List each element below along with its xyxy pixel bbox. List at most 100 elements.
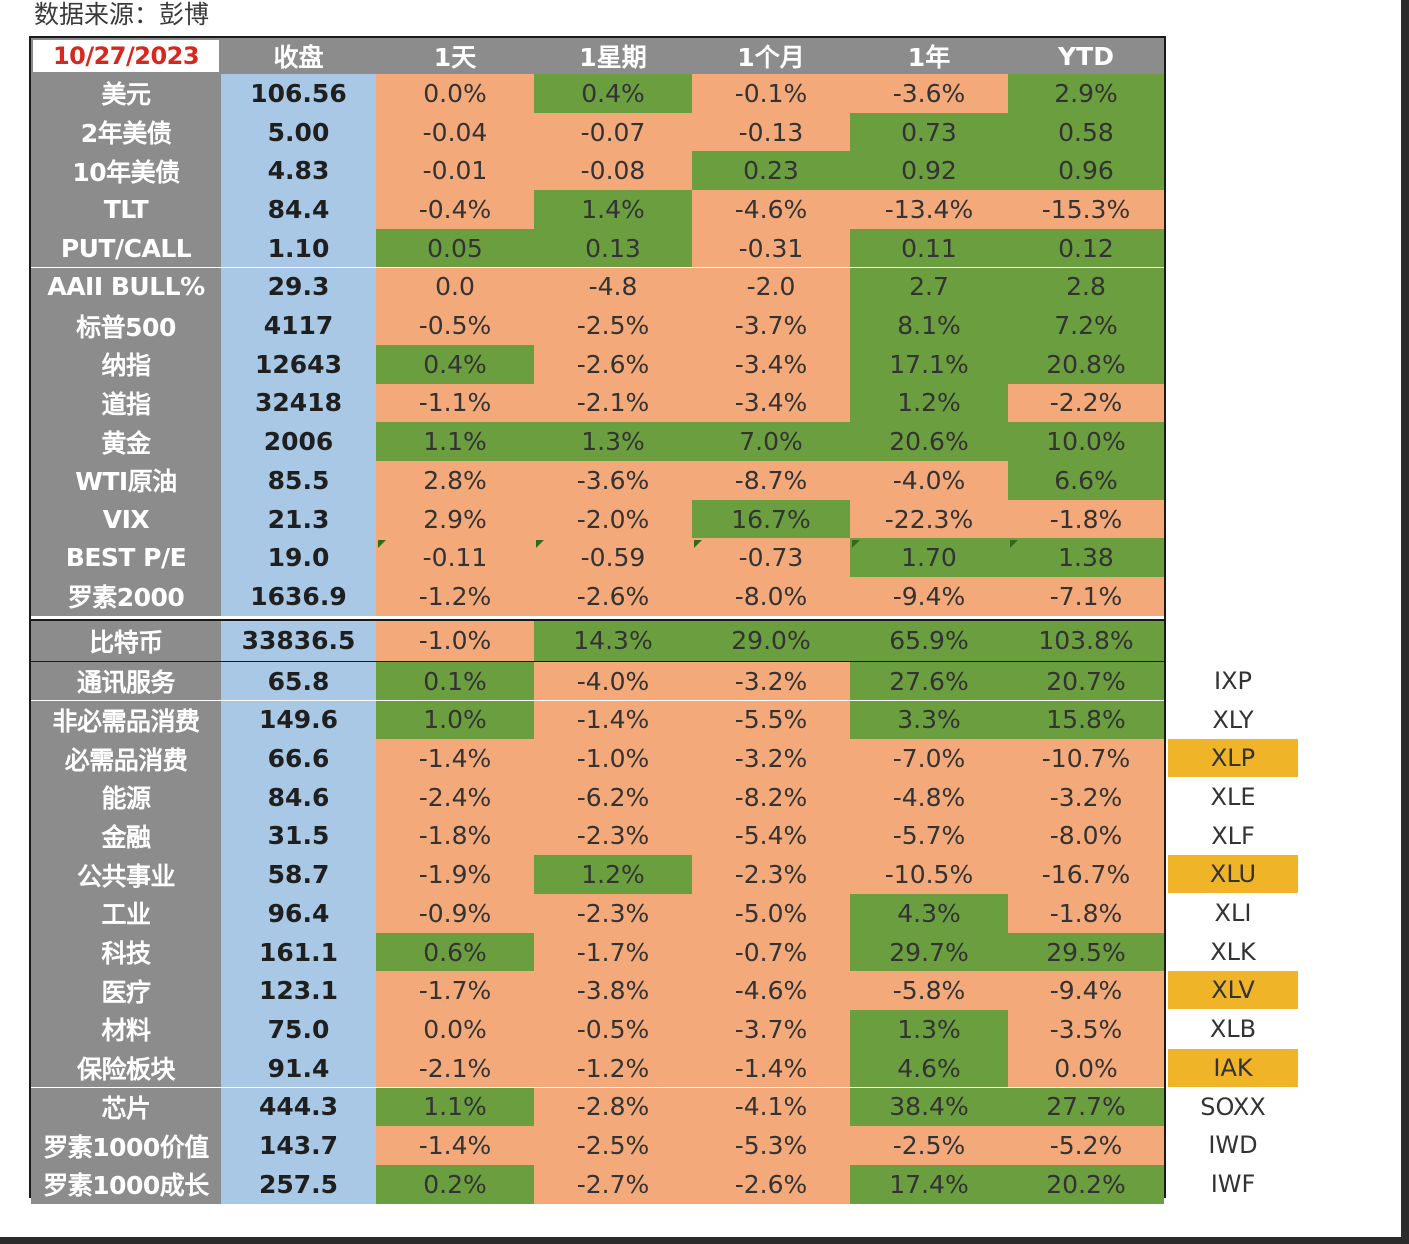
row-label[interactable]: 罗素2000 bbox=[31, 577, 221, 616]
change-cell-1d[interactable]: 0.0 bbox=[376, 267, 534, 307]
row-label[interactable]: 10年美债 bbox=[31, 151, 221, 191]
close-cell[interactable]: 257.5 bbox=[221, 1164, 376, 1204]
close-cell[interactable]: 96.4 bbox=[221, 894, 376, 933]
change-cell-1w[interactable]: -2.8% bbox=[534, 1087, 692, 1127]
etf-ticker[interactable]: XLK bbox=[1210, 937, 1256, 966]
row-label[interactable]: 工业 bbox=[31, 894, 221, 933]
change-cell-ytd[interactable]: 20.7% bbox=[1008, 661, 1164, 701]
row-label[interactable]: 美元 bbox=[31, 74, 221, 113]
change-cell-1w[interactable]: 14.3% bbox=[534, 620, 692, 661]
header-1d[interactable]: 1天 bbox=[376, 38, 534, 74]
change-cell-1d[interactable]: -1.8% bbox=[376, 816, 534, 856]
close-cell[interactable]: 91.4 bbox=[221, 1048, 376, 1088]
change-cell-1m[interactable]: -3.2% bbox=[692, 661, 850, 701]
close-cell[interactable]: 161.1 bbox=[221, 932, 376, 972]
change-cell-1d[interactable]: 0.0% bbox=[376, 74, 534, 113]
change-cell-1m[interactable]: -5.5% bbox=[692, 700, 850, 740]
change-cell-ytd[interactable]: -1.8% bbox=[1008, 499, 1164, 539]
change-cell-1m[interactable]: -8.0% bbox=[692, 577, 850, 616]
change-cell-1y[interactable]: -2.5% bbox=[850, 1126, 1008, 1165]
change-cell-1d[interactable]: 0.05 bbox=[376, 228, 534, 268]
change-cell-ytd[interactable]: -9.4% bbox=[1008, 971, 1164, 1011]
change-cell-1y[interactable]: 27.6% bbox=[850, 661, 1008, 701]
etf-ticker[interactable]: XLP bbox=[1168, 739, 1298, 778]
change-cell-1d[interactable]: -1.9% bbox=[376, 855, 534, 894]
close-cell[interactable]: 2006 bbox=[221, 422, 376, 461]
change-cell-1w[interactable]: -2.6% bbox=[534, 577, 692, 616]
row-label[interactable]: 黄金 bbox=[31, 422, 221, 461]
change-cell-1w[interactable]: -2.3% bbox=[534, 816, 692, 856]
change-cell-1m[interactable]: -3.4% bbox=[692, 383, 850, 423]
close-cell[interactable]: 1636.9 bbox=[221, 577, 376, 616]
row-label[interactable]: AAII BULL% bbox=[31, 267, 221, 307]
change-cell-ytd[interactable]: 27.7% bbox=[1008, 1087, 1164, 1127]
change-cell-ytd[interactable]: 2.8 bbox=[1008, 267, 1164, 307]
etf-ticker[interactable]: XLY bbox=[1212, 705, 1254, 734]
change-cell-1w[interactable]: 1.4% bbox=[534, 190, 692, 229]
close-cell[interactable]: 66.6 bbox=[221, 739, 376, 778]
change-cell-1y[interactable]: 29.7% bbox=[850, 932, 1008, 972]
etf-ticker[interactable]: IWF bbox=[1210, 1169, 1256, 1198]
row-label[interactable]: 标普500 bbox=[31, 306, 221, 345]
change-cell-1w[interactable]: 1.3% bbox=[534, 422, 692, 461]
etf-ticker[interactable]: XLU bbox=[1168, 855, 1298, 894]
change-cell-1w[interactable]: -2.3% bbox=[534, 894, 692, 933]
change-cell-1w[interactable]: -2.5% bbox=[534, 1126, 692, 1165]
change-cell-ytd[interactable]: 0.12 bbox=[1008, 228, 1164, 268]
change-cell-1w[interactable]: -2.6% bbox=[534, 344, 692, 384]
change-cell-1m[interactable]: 16.7% bbox=[692, 499, 850, 539]
change-cell-1d[interactable]: 2.9% bbox=[376, 499, 534, 539]
change-cell-ytd[interactable]: 29.5% bbox=[1008, 932, 1164, 972]
change-cell-1w[interactable]: -0.07 bbox=[534, 112, 692, 152]
close-cell[interactable]: 143.7 bbox=[221, 1126, 376, 1165]
change-cell-1m[interactable]: 0.23 bbox=[692, 151, 850, 191]
etf-ticker[interactable]: XLI bbox=[1214, 899, 1252, 927]
change-cell-1m[interactable]: -0.13 bbox=[692, 112, 850, 152]
etf-ticker[interactable]: XLF bbox=[1211, 821, 1255, 850]
change-cell-1d[interactable]: -1.2% bbox=[376, 577, 534, 616]
change-cell-1w[interactable]: -4.0% bbox=[534, 661, 692, 701]
change-cell-1w[interactable]: 0.13 bbox=[534, 228, 692, 268]
change-cell-ytd[interactable]: 6.6% bbox=[1008, 461, 1164, 500]
change-cell-1m[interactable]: -2.6% bbox=[692, 1164, 850, 1204]
change-cell-ytd[interactable]: 15.8% bbox=[1008, 700, 1164, 740]
change-cell-1m[interactable]: -0.73 bbox=[692, 538, 850, 578]
change-cell-1w[interactable]: -6.2% bbox=[534, 777, 692, 817]
row-label[interactable]: 医疗 bbox=[31, 971, 221, 1011]
close-cell[interactable]: 75.0 bbox=[221, 1010, 376, 1049]
change-cell-1y[interactable]: 0.73 bbox=[850, 112, 1008, 152]
change-cell-ytd[interactable]: 0.58 bbox=[1008, 112, 1164, 152]
change-cell-1w[interactable]: -2.1% bbox=[534, 383, 692, 423]
close-cell[interactable]: 29.3 bbox=[221, 267, 376, 307]
change-cell-1m[interactable]: -5.3% bbox=[692, 1126, 850, 1165]
change-cell-1y[interactable]: 20.6% bbox=[850, 422, 1008, 461]
close-cell[interactable]: 12643 bbox=[221, 344, 376, 384]
header-close[interactable]: 收盘 bbox=[221, 38, 376, 74]
change-cell-ytd[interactable]: -16.7% bbox=[1008, 855, 1164, 894]
change-cell-1m[interactable]: -4.6% bbox=[692, 190, 850, 229]
change-cell-1y[interactable]: 4.3% bbox=[850, 894, 1008, 933]
change-cell-1w[interactable]: -1.7% bbox=[534, 932, 692, 972]
row-label[interactable]: 道指 bbox=[31, 383, 221, 423]
change-cell-1y[interactable]: 2.7 bbox=[850, 267, 1008, 307]
change-cell-ytd[interactable]: 20.8% bbox=[1008, 344, 1164, 384]
close-cell[interactable]: 106.56 bbox=[221, 74, 376, 113]
change-cell-1m[interactable]: 7.0% bbox=[692, 422, 850, 461]
etf-ticker[interactable]: IWD bbox=[1208, 1131, 1258, 1160]
change-cell-1w[interactable]: -0.59 bbox=[534, 538, 692, 578]
change-cell-1y[interactable]: 1.2% bbox=[850, 383, 1008, 423]
change-cell-1m[interactable]: -3.4% bbox=[692, 344, 850, 384]
change-cell-1y[interactable]: 0.11 bbox=[850, 228, 1008, 268]
change-cell-1d[interactable]: -0.4% bbox=[376, 190, 534, 229]
change-cell-1d[interactable]: -0.11 bbox=[376, 538, 534, 578]
close-cell[interactable]: 149.6 bbox=[221, 700, 376, 740]
row-label[interactable]: 比特币 bbox=[31, 620, 221, 661]
change-cell-ytd[interactable]: 1.38 bbox=[1008, 538, 1164, 578]
row-label[interactable]: VIX bbox=[31, 499, 221, 539]
row-label[interactable]: 金融 bbox=[31, 816, 221, 856]
change-cell-ytd[interactable]: 0.0% bbox=[1008, 1048, 1164, 1088]
change-cell-1m[interactable]: -5.4% bbox=[692, 816, 850, 856]
row-label[interactable]: WTI原油 bbox=[31, 461, 221, 500]
change-cell-ytd[interactable]: 7.2% bbox=[1008, 306, 1164, 345]
etf-ticker[interactable]: XLB bbox=[1209, 1015, 1257, 1044]
